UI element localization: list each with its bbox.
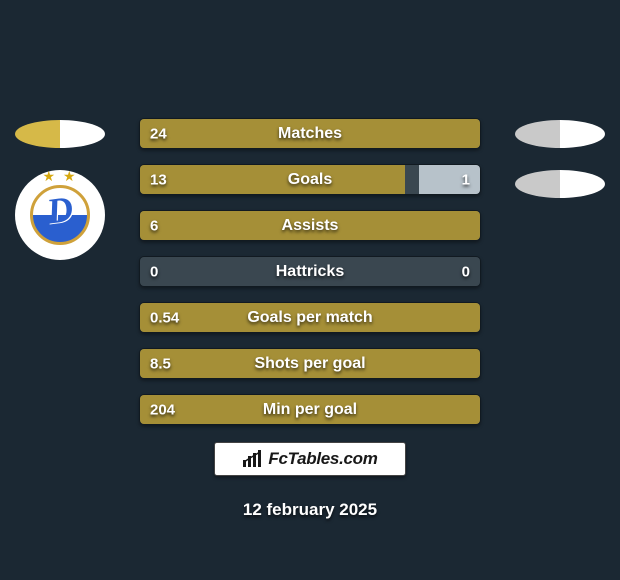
stat-value-p1: 6 — [150, 217, 158, 234]
stat-row: Shots per goal8.5 — [139, 348, 481, 379]
date-text: 12 february 2025 — [0, 500, 620, 520]
stat-label: Goals per match — [140, 303, 480, 332]
site-logo: FcTables.com — [214, 442, 406, 476]
stat-value-p2: 0 — [462, 263, 470, 280]
stat-row: Matches24 — [139, 118, 481, 149]
stat-value-p1: 24 — [150, 125, 167, 142]
stat-row: Goals per match0.54 — [139, 302, 481, 333]
stat-label: Goals — [140, 165, 480, 194]
stats-rows: Matches24 Goals13 1 Assists6 Hattricks0 0 Goal… — [139, 118, 481, 425]
stat-row: Goals13 1 — [139, 164, 481, 195]
stat-value-p2: 1 — [462, 171, 470, 188]
stat-label: Shots per goal — [140, 349, 480, 378]
stat-label: Hattricks — [140, 257, 480, 286]
stat-label: Min per goal — [140, 395, 480, 424]
player1-side: ★ ★ D — [10, 120, 110, 260]
player1-club-badge-icon: ★ ★ D — [15, 170, 105, 260]
stat-value-p1: 0 — [150, 263, 158, 280]
stat-value-p1: 0.54 — [150, 309, 179, 326]
logo-text: FcTables.com — [268, 449, 377, 469]
player2-side — [510, 120, 610, 198]
player2-club-badge-icon — [515, 170, 605, 198]
stat-label: Assists — [140, 211, 480, 240]
stat-label: Matches — [140, 119, 480, 148]
stat-row: Min per goal204 — [139, 394, 481, 425]
stat-value-p1: 8.5 — [150, 355, 171, 372]
stat-row: Assists6 — [139, 210, 481, 241]
stat-row: Hattricks0 0 — [139, 256, 481, 287]
player2-flag-icon — [515, 120, 605, 148]
badge-stars-icon: ★ ★ — [43, 168, 78, 185]
stat-value-p1: 13 — [150, 171, 167, 188]
stat-value-p1: 204 — [150, 401, 175, 418]
chart-bars-icon — [242, 450, 264, 468]
player1-flag-icon — [15, 120, 105, 148]
